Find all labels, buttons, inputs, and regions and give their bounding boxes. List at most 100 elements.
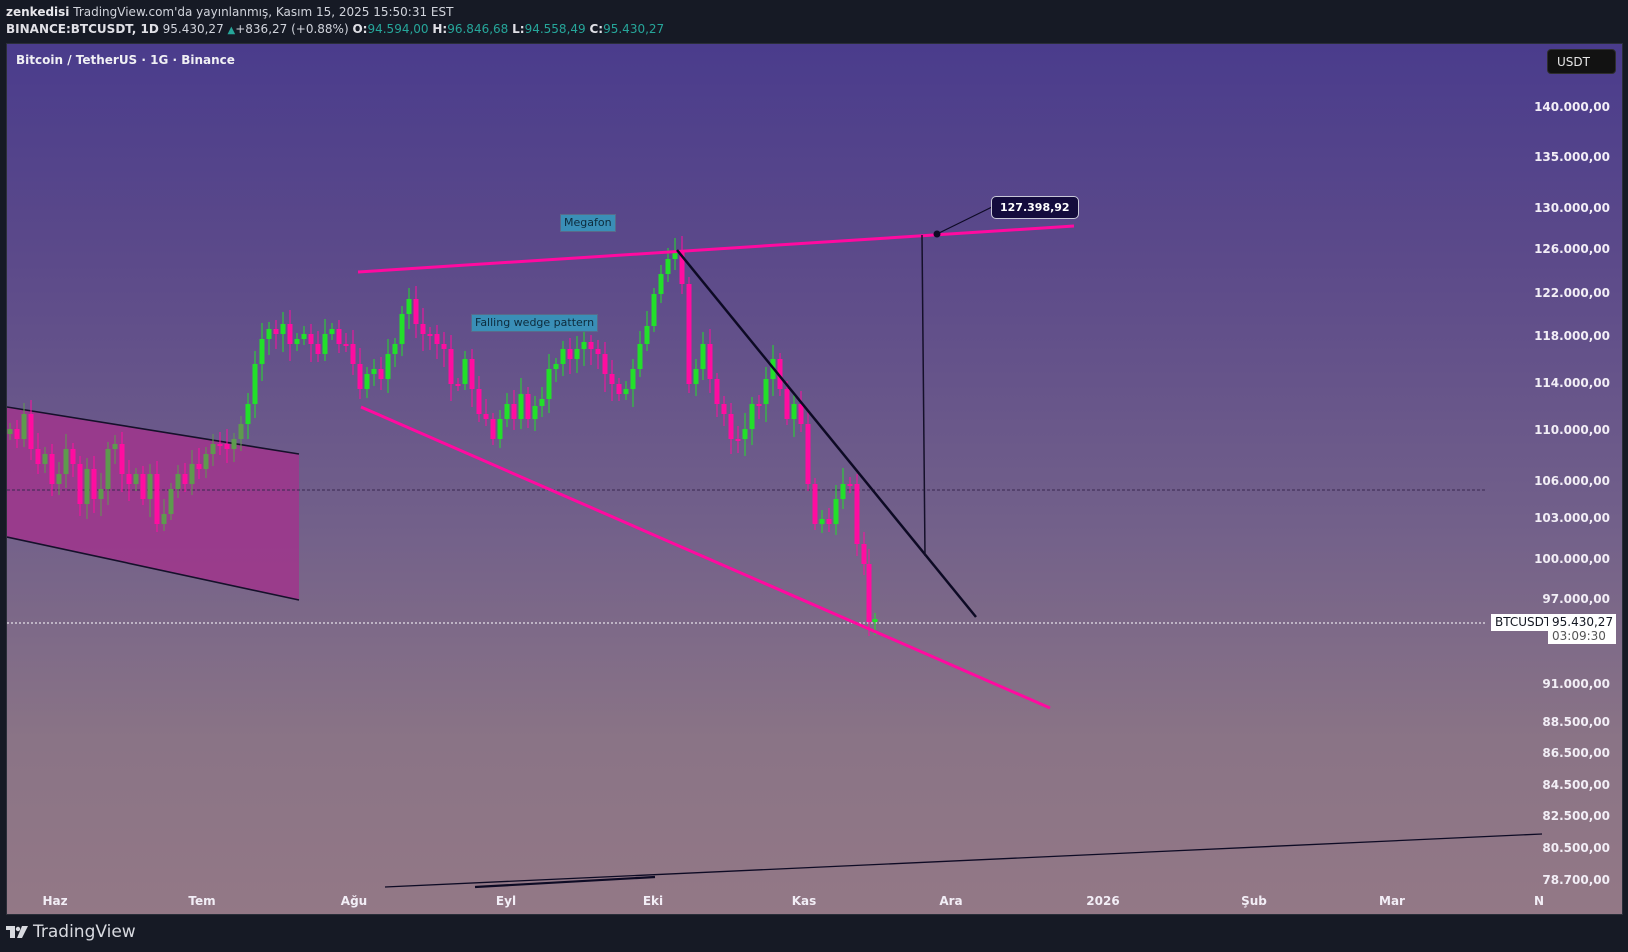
bull-candle bbox=[791, 404, 797, 419]
bull-candle bbox=[700, 344, 706, 369]
bear-candle bbox=[378, 369, 384, 379]
bear-candle bbox=[217, 444, 223, 446]
bear-candle bbox=[427, 334, 433, 336]
bear-candle bbox=[441, 344, 447, 349]
bear-candle bbox=[224, 444, 230, 449]
bull-candle bbox=[259, 339, 265, 364]
time-tick: N bbox=[1533, 894, 1545, 908]
long-trendline bbox=[384, 833, 1543, 888]
channel-upper-line bbox=[7, 406, 300, 455]
target-point bbox=[933, 230, 941, 238]
bull-candle bbox=[763, 379, 769, 404]
tradingview-brand[interactable]: TradingView bbox=[33, 922, 136, 942]
target-price-callout[interactable]: 127.398,92 bbox=[991, 196, 1079, 219]
bull-candle bbox=[112, 444, 118, 449]
bull-candle bbox=[322, 334, 328, 354]
last-price: 95.430,27 bbox=[162, 22, 224, 36]
wedge-lower-line bbox=[360, 405, 1051, 710]
bull-candle bbox=[504, 404, 510, 419]
bull-candle bbox=[7, 429, 13, 434]
price-tick: 130.000,00 bbox=[1534, 201, 1610, 215]
bear-candle bbox=[525, 394, 531, 419]
bull-candle bbox=[553, 364, 559, 369]
bear-candle bbox=[777, 359, 783, 389]
ohlc-row: BINANCE:BTCUSDT, 1D 95.430,27 ▲+836,27 (… bbox=[6, 21, 664, 38]
bear-candle bbox=[616, 384, 622, 394]
price-chart[interactable] bbox=[7, 44, 1623, 915]
price-tick: 80.500,00 bbox=[1542, 841, 1610, 855]
price-tick: 110.000,00 bbox=[1534, 423, 1610, 437]
bear-candle bbox=[854, 484, 860, 544]
author-name[interactable]: zenkedisi bbox=[6, 5, 70, 19]
bull-candle bbox=[623, 389, 629, 394]
bull-candle bbox=[399, 314, 405, 344]
publish-info: TradingView.com'da yayınlanmış, Kasım 15… bbox=[73, 5, 454, 19]
bull-candle bbox=[630, 369, 636, 389]
bull-candle bbox=[392, 344, 398, 354]
short-trendline bbox=[474, 875, 656, 889]
bear-candle bbox=[866, 564, 872, 622]
currency-button[interactable]: USDT bbox=[1547, 49, 1616, 74]
bull-candle bbox=[574, 349, 580, 359]
bear-candle bbox=[490, 419, 496, 439]
price-tick: 86.500,00 bbox=[1542, 746, 1610, 760]
high-label: H: bbox=[432, 22, 448, 36]
price-tick: 126.000,00 bbox=[1534, 242, 1610, 256]
descending-channel-fill bbox=[7, 407, 299, 600]
bull-candle bbox=[532, 406, 538, 419]
bull-candle bbox=[84, 469, 90, 504]
bear-candle bbox=[756, 404, 762, 406]
bear-candle bbox=[602, 354, 608, 374]
bear-candle bbox=[350, 344, 356, 364]
bull-candle bbox=[665, 259, 671, 274]
bear-candle bbox=[735, 439, 741, 441]
tradingview-logo-icon bbox=[6, 926, 28, 938]
price-tick: 122.000,00 bbox=[1534, 286, 1610, 300]
price-tick: 103.000,00 bbox=[1534, 511, 1610, 525]
bear-candle bbox=[567, 349, 573, 359]
bear-candle bbox=[77, 464, 83, 504]
bear-candle bbox=[588, 342, 594, 349]
bull-candle bbox=[637, 344, 643, 369]
bear-candle bbox=[119, 444, 125, 474]
bull-candle bbox=[371, 369, 377, 374]
bear-candle bbox=[728, 414, 734, 439]
time-tick: Kas bbox=[791, 894, 817, 908]
chart-panel[interactable]: Bitcoin / TetherUS · 1G · Binance USDT 1… bbox=[6, 43, 1623, 915]
bear-candle bbox=[357, 364, 363, 389]
bull-candle bbox=[42, 454, 48, 464]
wedge-upper-line bbox=[676, 249, 977, 618]
candles-group bbox=[7, 236, 878, 636]
price-tick: 140.000,00 bbox=[1534, 100, 1610, 114]
target-measure-line bbox=[921, 234, 926, 557]
bull-candle bbox=[644, 326, 650, 344]
time-tick: 2026 bbox=[1086, 894, 1120, 908]
bear-candle bbox=[679, 252, 685, 284]
time-tick: Eyl bbox=[495, 894, 517, 908]
bear-candle bbox=[798, 404, 804, 424]
bull-candle bbox=[266, 329, 272, 339]
bear-candle bbox=[336, 329, 342, 344]
bull-candle bbox=[98, 489, 104, 499]
bear-candle bbox=[609, 374, 615, 384]
bull-candle bbox=[329, 329, 335, 334]
open-label: O: bbox=[352, 22, 368, 36]
bear-candle bbox=[826, 519, 832, 524]
open-value: 94.594,00 bbox=[367, 22, 429, 36]
bull-candle bbox=[872, 619, 878, 622]
author-row: zenkedisi TradingView.com'da yayınlanmış… bbox=[6, 4, 664, 21]
bear-candle bbox=[420, 324, 426, 334]
bear-candle bbox=[70, 449, 76, 464]
callout-connector bbox=[936, 206, 993, 235]
bear-candle bbox=[126, 474, 132, 484]
footer: TradingView bbox=[6, 922, 136, 942]
bull-candle bbox=[189, 464, 195, 484]
megafon-label[interactable]: Megafon bbox=[560, 214, 616, 232]
bear-candle bbox=[448, 349, 454, 384]
bear-candle bbox=[805, 424, 811, 484]
bull-candle bbox=[462, 359, 468, 384]
bull-candle bbox=[833, 499, 839, 524]
price-tick: 84.500,00 bbox=[1542, 778, 1610, 792]
falling-wedge-label[interactable]: Falling wedge pattern bbox=[471, 314, 599, 332]
bull-candle bbox=[560, 349, 566, 364]
